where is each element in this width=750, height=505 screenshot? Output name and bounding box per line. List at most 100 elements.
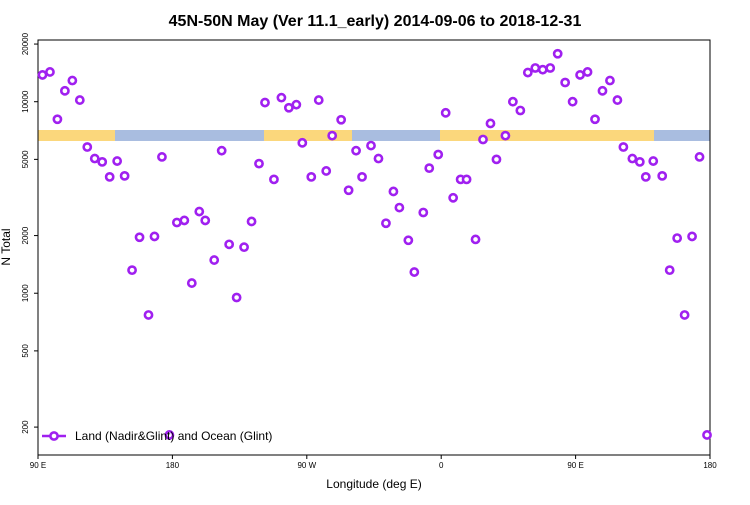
data-point	[424, 163, 435, 174]
data-point	[321, 166, 332, 176]
data-point	[409, 267, 420, 277]
data-point	[366, 140, 376, 151]
data-point	[448, 192, 459, 203]
x-tick-label: 180	[166, 461, 180, 470]
band-land	[440, 130, 654, 141]
data-point	[545, 63, 556, 73]
data-point	[74, 95, 85, 105]
data-point	[246, 216, 257, 227]
data-point	[388, 186, 399, 197]
data-point	[297, 137, 308, 148]
data-point	[664, 265, 675, 276]
data-point	[478, 134, 488, 145]
data-point	[694, 152, 705, 162]
data-point	[134, 232, 145, 243]
x-tick-label: 90 E	[30, 461, 46, 470]
data-point	[582, 67, 593, 77]
data-point	[269, 174, 279, 185]
data-point	[283, 102, 294, 113]
data-point	[537, 64, 548, 75]
data-point	[306, 171, 317, 182]
legend-marker	[49, 431, 59, 441]
data-point	[507, 96, 518, 107]
band-ocean	[115, 130, 264, 141]
chart-title: 45N-50N May (Ver 11.1_early) 2014-09-06 …	[169, 13, 582, 30]
legend-label: Land (Nadir&Glint) and Ocean (Glint)	[75, 429, 272, 443]
data-point	[254, 158, 264, 169]
data-point	[157, 152, 167, 162]
data-point	[485, 118, 496, 129]
data-point	[112, 156, 123, 166]
data-point	[470, 234, 481, 245]
data-point	[381, 218, 391, 229]
data-point	[403, 235, 414, 246]
data-point	[500, 130, 511, 141]
data-point	[327, 130, 338, 141]
data-point	[194, 206, 205, 217]
data-point	[336, 114, 347, 125]
data-point	[52, 114, 63, 125]
data-point	[552, 48, 563, 59]
y-tick-label: 2000	[21, 226, 30, 244]
data-point	[276, 92, 287, 103]
data-point	[394, 202, 405, 213]
data-point	[143, 310, 154, 320]
data-point	[461, 174, 472, 185]
band-ocean	[352, 130, 440, 141]
y-tick-label: 10000	[21, 90, 30, 113]
data-point	[127, 265, 137, 276]
data-point	[679, 310, 690, 320]
data-point	[648, 156, 659, 166]
data-point	[351, 145, 361, 156]
data-point	[171, 217, 182, 228]
data-point	[89, 153, 100, 164]
y-tick-label: 20000	[21, 32, 30, 55]
data-point	[37, 70, 48, 80]
y-tick-label: 200	[21, 420, 30, 434]
data-point	[59, 85, 70, 96]
data-point	[433, 149, 444, 160]
data-point	[627, 153, 638, 164]
data-point	[605, 75, 615, 86]
data-point	[231, 292, 242, 303]
data-point	[291, 99, 302, 110]
data-point	[373, 153, 384, 164]
data-point	[45, 67, 55, 77]
data-point	[119, 170, 130, 181]
data-point	[515, 105, 526, 116]
data-point	[67, 75, 78, 86]
data-point	[260, 97, 270, 108]
x-tick-label: 180	[703, 461, 717, 470]
data-point	[440, 107, 451, 118]
data-point	[612, 95, 623, 105]
y-tick-label: 5000	[21, 150, 30, 168]
data-point	[672, 233, 683, 244]
data-point	[200, 215, 211, 226]
band-ocean	[654, 130, 710, 141]
data-point	[209, 255, 220, 265]
data-point	[179, 215, 190, 226]
y-tick-label: 1000	[21, 284, 30, 302]
data-point	[186, 278, 197, 288]
band-land	[38, 130, 115, 141]
data-point	[640, 171, 651, 182]
data-point	[634, 156, 645, 167]
data-point	[357, 171, 367, 182]
x-tick-label: 0	[439, 461, 444, 470]
data-point	[522, 67, 533, 78]
data-point	[418, 207, 429, 218]
y-axis-label: N Total	[0, 228, 13, 265]
data-point	[164, 430, 175, 440]
y-tick-label: 500	[21, 344, 30, 358]
data-point	[687, 231, 697, 242]
data-point	[97, 156, 108, 167]
data-point	[530, 63, 541, 73]
data-point	[567, 96, 578, 107]
data-point	[702, 430, 712, 440]
data-point	[82, 142, 93, 152]
data-point	[313, 95, 324, 105]
surface-band	[38, 130, 710, 141]
data-point	[575, 70, 585, 80]
